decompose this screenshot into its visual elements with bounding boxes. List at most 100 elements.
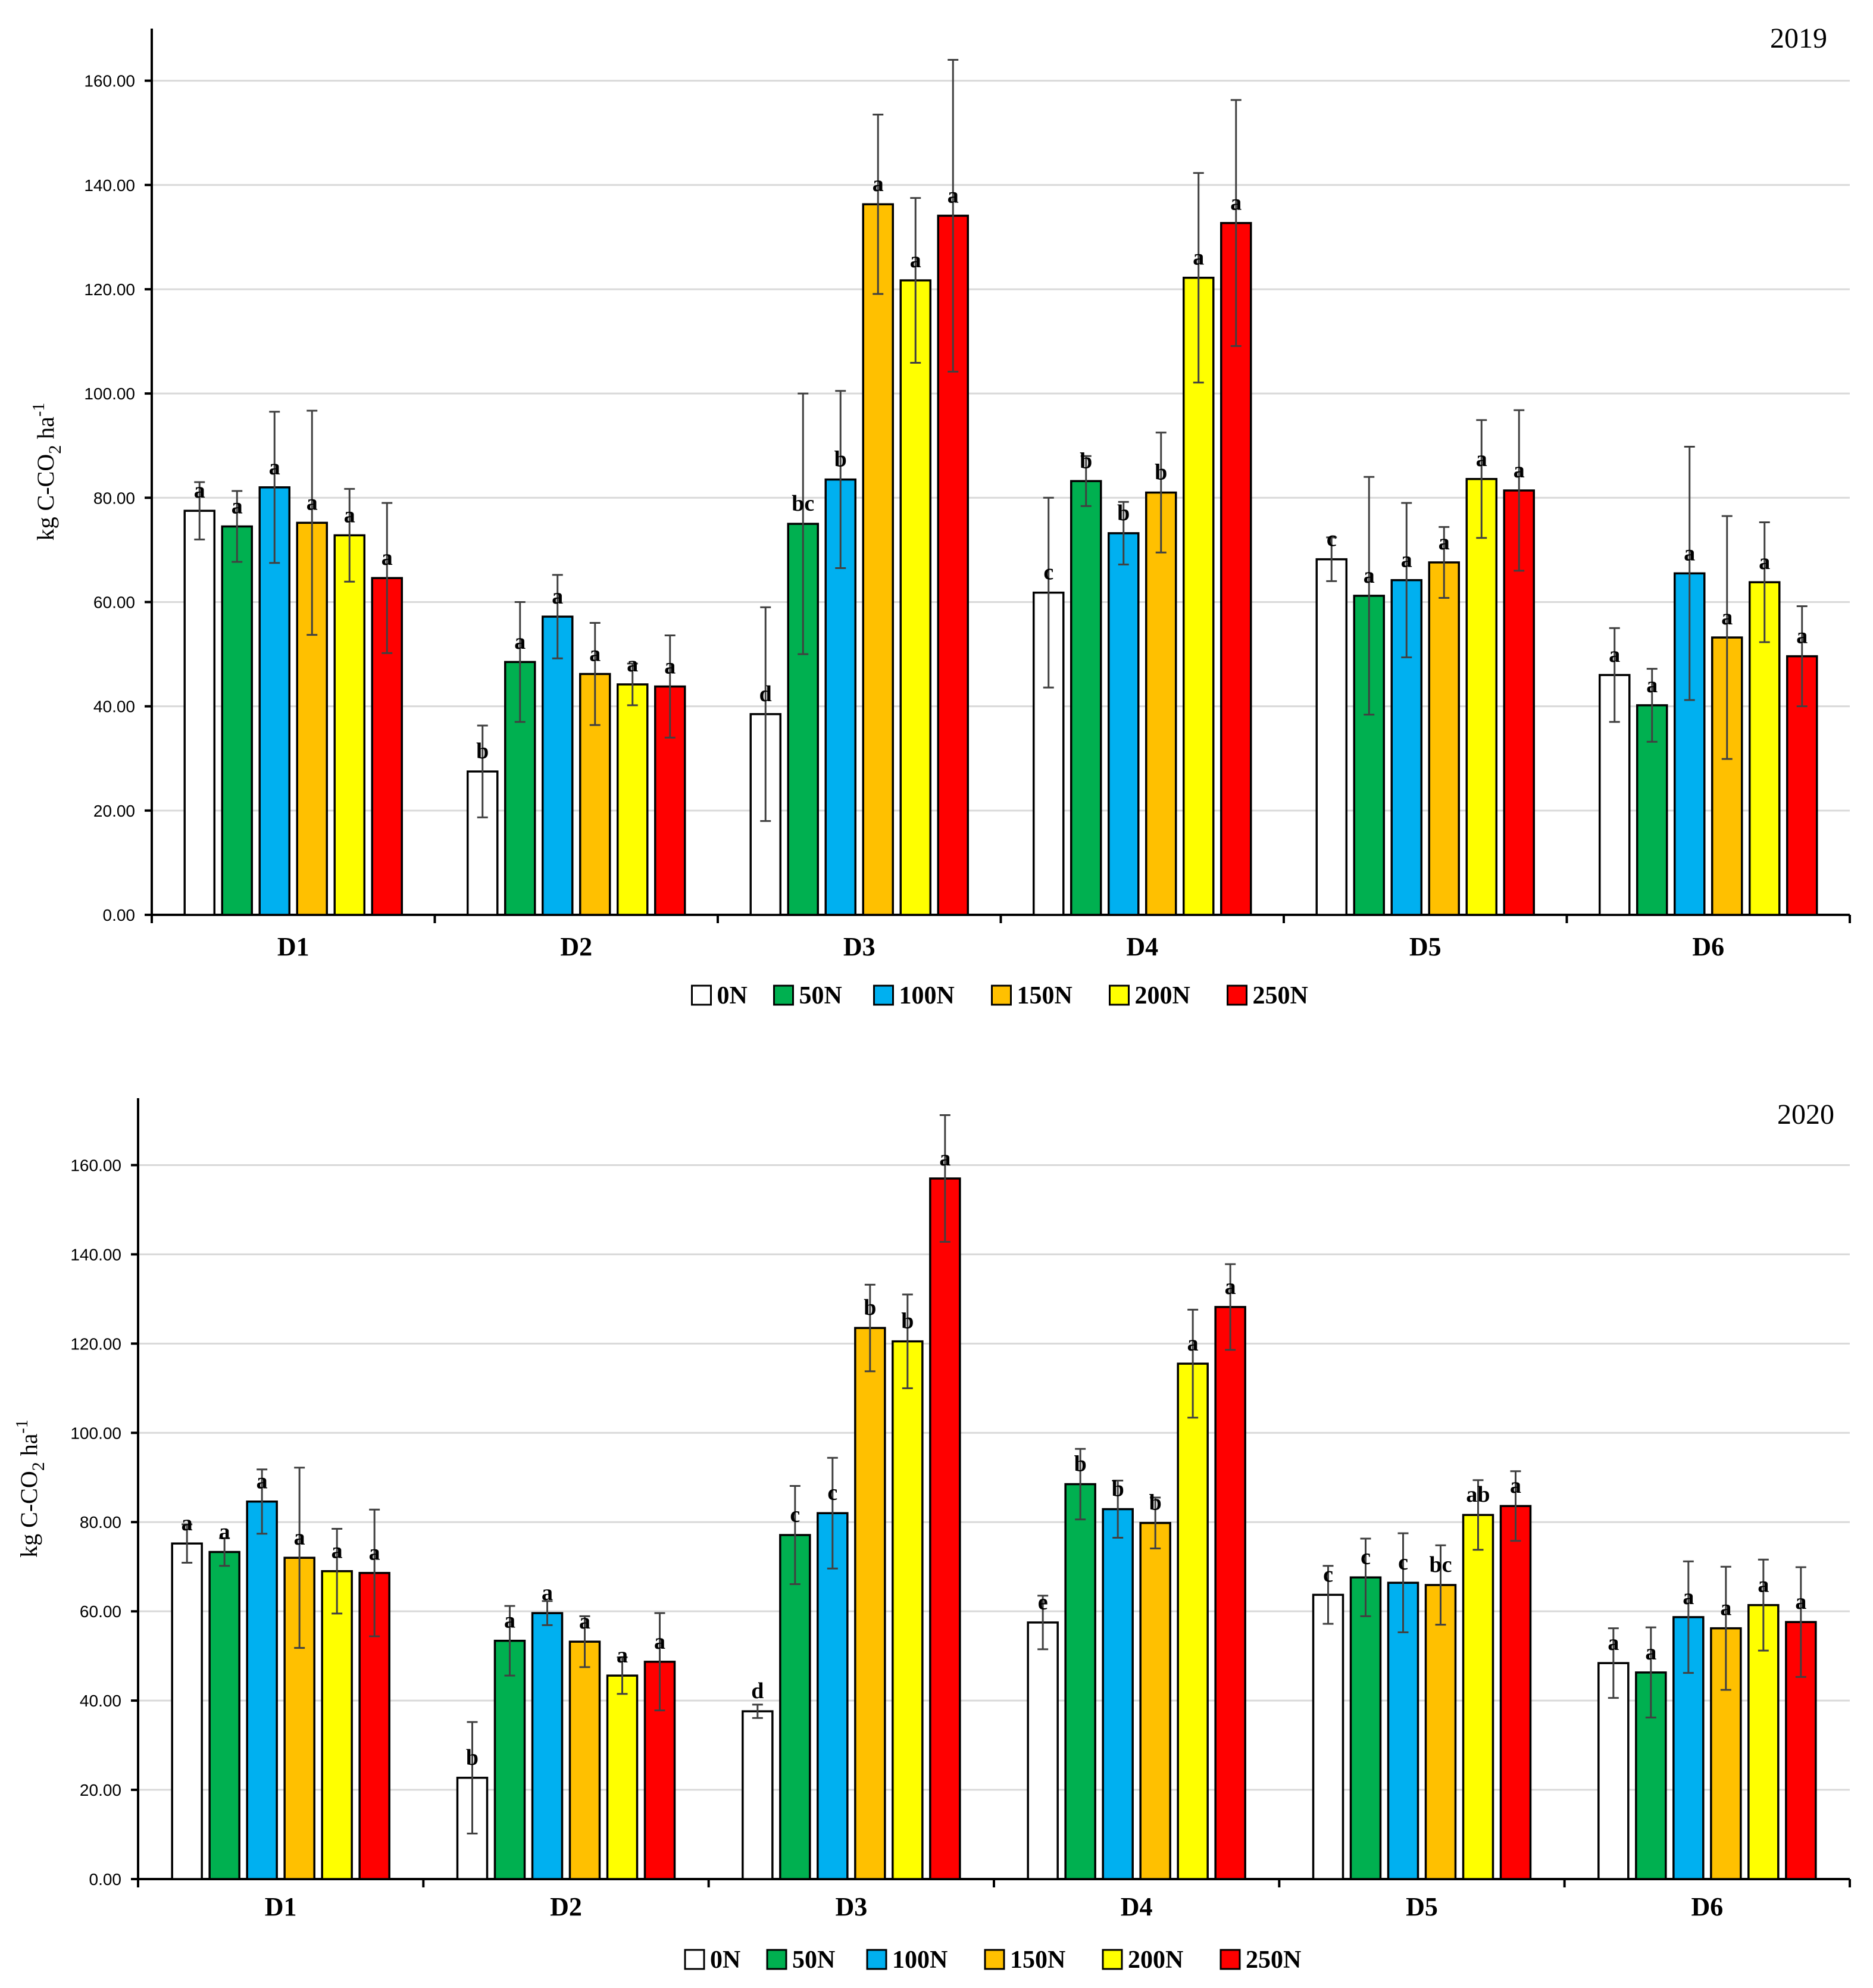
chart-2020-sig-letter-0N-D5: c bbox=[1323, 1562, 1333, 1587]
chart-2019-sig-letter-0N-D6: a bbox=[1609, 642, 1620, 667]
chart-2019-sig-letter-50N-D6: a bbox=[1646, 673, 1658, 698]
chart-2019-sig-letter-50N-D1: a bbox=[232, 493, 243, 518]
chart-2019-ytick-label: 140.00 bbox=[84, 176, 135, 195]
chart-2020-sig-letter-50N-D3: c bbox=[790, 1502, 800, 1527]
chart-2019-sig-letter-0N-D2: b bbox=[476, 739, 489, 764]
chart-2020-bar-150N-D3 bbox=[854, 1327, 886, 1880]
chart-2020-sig-letter-150N-D6: a bbox=[1720, 1596, 1731, 1621]
chart-2019-bar-150N-D5 bbox=[1428, 561, 1460, 916]
chart-2019-xtick-label-D2: D2 bbox=[560, 932, 592, 961]
chart-2020-sig-letter-50N-D4: b bbox=[1074, 1452, 1087, 1477]
chart-2019-sig-letter-150N-D1: a bbox=[307, 490, 318, 515]
chart-2020-legend-label-50N: 50N bbox=[792, 1946, 835, 1974]
chart-2019-sig-letter-200N-D4: a bbox=[1193, 245, 1204, 270]
chart-2020-legend-swatch-150N bbox=[984, 1949, 1005, 1970]
chart-2019-sig-letter-0N-D1: a bbox=[194, 478, 205, 503]
chart-2020-bar-100N-D2 bbox=[531, 1612, 564, 1880]
chart-2019-sig-letter-200N-D5: a bbox=[1476, 446, 1487, 471]
chart-2020-bar-50N-D4 bbox=[1064, 1483, 1096, 1880]
chart-2019-y-axis-label: kg C-CO2 ha-1 bbox=[30, 403, 65, 541]
chart-2020-sig-letter-50N-D2: a bbox=[504, 1608, 515, 1633]
chart-2019-sig-letter-0N-D5: c bbox=[1327, 527, 1337, 552]
chart-2019-sig-letter-100N-D4: b bbox=[1117, 501, 1130, 526]
chart-2020-xtick-label-D2: D2 bbox=[550, 1892, 582, 1921]
chart-2020-year-label: 2020 bbox=[1777, 1099, 1834, 1130]
chart-2019-xtick-label-D3: D3 bbox=[843, 932, 875, 961]
chart-2020-sig-letter-50N-D6: a bbox=[1645, 1640, 1656, 1665]
chart-2019-sig-letter-200N-D6: a bbox=[1759, 549, 1770, 574]
chart-2019-legend-swatch-100N bbox=[873, 984, 894, 1006]
chart-2019-sig-letter-150N-D5: a bbox=[1439, 530, 1450, 555]
chart-2019-sig-letter-150N-D2: a bbox=[589, 641, 601, 666]
chart-2019-bar-100N-D4 bbox=[1108, 532, 1140, 916]
chart-2019-xtick-label-D1: D1 bbox=[277, 932, 309, 961]
chart-2019-ytick-label: 40.00 bbox=[93, 698, 135, 716]
chart-2019-year-label: 2019 bbox=[1770, 23, 1827, 54]
chart-2020-bar-50N-D1 bbox=[208, 1551, 240, 1880]
chart-2020-legend-swatch-200N bbox=[1102, 1949, 1123, 1970]
chart-2019-sig-letter-200N-D2: a bbox=[627, 652, 638, 677]
chart-2020-sig-letter-100N-D5: c bbox=[1398, 1550, 1408, 1575]
chart-2020-sig-letter-150N-D3: b bbox=[864, 1295, 876, 1320]
chart-2019-legend-swatch-150N bbox=[991, 984, 1012, 1006]
chart-2019-sig-letter-50N-D4: b bbox=[1080, 448, 1092, 473]
chart-2019-legend-label-150N: 150N bbox=[1017, 982, 1072, 1009]
chart-2019-legend-label-0N: 0N bbox=[717, 982, 748, 1009]
chart-2020-bar-200N-D5 bbox=[1462, 1514, 1494, 1880]
chart-2020-sig-letter-150N-D4: b bbox=[1149, 1490, 1162, 1515]
chart-2019-bar-200N-D2 bbox=[617, 683, 649, 916]
chart-2020-legend-label-100N: 100N bbox=[892, 1946, 948, 1974]
chart-2020-bar-150N-D5 bbox=[1424, 1584, 1457, 1880]
chart-2020-bar-100N-D1 bbox=[246, 1500, 278, 1880]
chart-2020-sig-letter-200N-D4: a bbox=[1187, 1331, 1199, 1356]
chart-2019-svg: 0.00 20.00 40.00 60.00 80.00 100.00 120.00 140.… bbox=[30, 23, 1851, 1009]
chart-2020-ytick-label: 160.00 bbox=[70, 1156, 121, 1174]
chart-2020-ytick-label: 120.00 bbox=[70, 1334, 121, 1353]
chart-2020-sig-letter-0N-D2: b bbox=[466, 1745, 479, 1770]
chart-2020-y-axis-label: kg C-CO2 ha-1 bbox=[13, 1420, 48, 1558]
chart-2019-sig-letter-250N-D2: a bbox=[664, 654, 676, 679]
chart-2020-legend-label-200N: 200N bbox=[1128, 1946, 1183, 1974]
chart-2019-sig-letter-0N-D3: d bbox=[759, 682, 772, 707]
chart-2020-legend-swatch-250N bbox=[1220, 1949, 1241, 1970]
chart-2019-sig-letter-250N-D3: a bbox=[948, 183, 959, 208]
chart-2020-sig-letter-0N-D1: a bbox=[182, 1511, 193, 1536]
chart-2020-bar-50N-D3 bbox=[779, 1534, 811, 1880]
chart-2019-bar-200N-D1 bbox=[333, 534, 365, 916]
chart-2019-ytick-label: 120.00 bbox=[84, 280, 135, 299]
chart-2020-xtick-label-D5: D5 bbox=[1406, 1892, 1438, 1921]
chart-2020-sig-letter-200N-D3: b bbox=[901, 1309, 914, 1334]
chart-2020-legend-label-150N: 150N bbox=[1010, 1946, 1065, 1974]
chart-2019-bar-50N-D1 bbox=[221, 525, 253, 916]
chart-2020-sig-letter-250N-D2: a bbox=[654, 1629, 665, 1654]
chart-2020-ytick-label: 100.00 bbox=[70, 1424, 121, 1442]
chart-2020-sig-letter-50N-D5: c bbox=[1361, 1545, 1371, 1570]
chart-2019-legend: 0N 50N 100N 150N 200N 250N bbox=[691, 982, 1308, 1009]
chart-2019-sig-letter-150N-D4: b bbox=[1155, 460, 1167, 485]
chart-2020-sig-letter-0N-D3: d bbox=[751, 1678, 764, 1703]
chart-2019-xtick-label-D4: D4 bbox=[1126, 932, 1158, 961]
chart-2020-ytick-label: 20.00 bbox=[80, 1781, 121, 1799]
chart-2020-ytick-label: 80.00 bbox=[80, 1513, 121, 1531]
chart-2019-bar-200N-D5 bbox=[1465, 478, 1497, 916]
chart-2020-bar-50N-D5 bbox=[1349, 1576, 1382, 1880]
chart-2019-legend-swatch-200N bbox=[1109, 984, 1130, 1006]
chart-2019-bar-200N-D3 bbox=[899, 279, 931, 916]
chart-2019-xtick-label-D6: D6 bbox=[1692, 932, 1724, 961]
chart-2020-bar-200N-D4 bbox=[1177, 1362, 1209, 1880]
chart-2020-bar-0N-D1 bbox=[171, 1542, 203, 1880]
chart-2019-legend-label-200N: 200N bbox=[1135, 982, 1190, 1009]
chart-2020-svg: 0.00 20.00 40.00 60.00 80.00 100.00 120.00 140.… bbox=[13, 1098, 1851, 1974]
chart-2020-xtick-label-D3: D3 bbox=[835, 1892, 867, 1921]
chart-2020-bar-50N-D2 bbox=[493, 1639, 526, 1880]
chart-2019-sig-letter-100N-D3: b bbox=[834, 447, 847, 472]
chart-2020-xtick-label-D6: D6 bbox=[1691, 1892, 1723, 1921]
chart-2019-legend-label-50N: 50N bbox=[799, 982, 842, 1009]
chart-2020-sig-letter-150N-D1: a bbox=[294, 1525, 305, 1550]
chart-2020-bar-200N-D3 bbox=[892, 1340, 924, 1880]
chart-2019-ytick-label: 80.00 bbox=[93, 489, 135, 507]
chart-2019-sig-letter-50N-D2: a bbox=[514, 629, 526, 654]
chart-2019-sig-letter-0N-D4: c bbox=[1043, 560, 1053, 585]
chart-2019-bar-50N-D4 bbox=[1070, 480, 1102, 916]
